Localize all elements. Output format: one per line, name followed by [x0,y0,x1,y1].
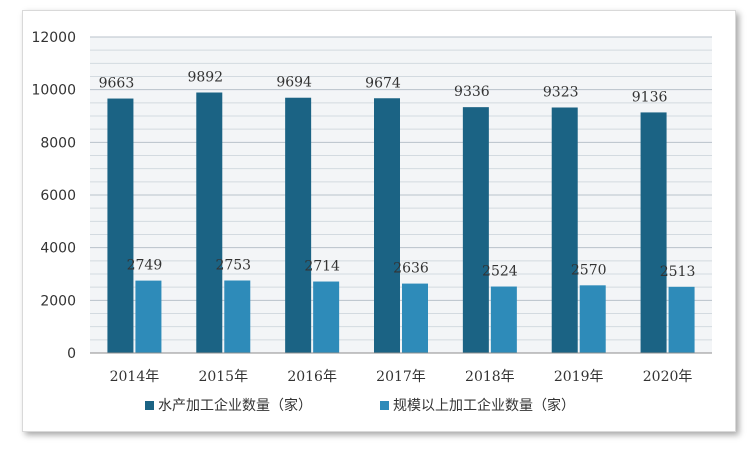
x-tick-label: 2017年 [376,369,426,385]
x-tick-label: 2014年 [110,369,160,385]
bar-series-1 [107,98,134,353]
bar-series-2 [402,283,428,353]
bar-series-1 [374,98,400,353]
data-label: 2749 [127,258,163,274]
x-tick-label: 2019年 [554,369,604,385]
legend-swatch-1 [145,401,154,410]
x-tick-label: 2016年 [287,369,337,385]
y-tick-label: 0 [67,346,76,362]
legend-label-2: 规模以上加工企业数量（家） [393,397,575,414]
x-tick-label: 2018年 [465,369,515,385]
data-label: 9323 [543,84,579,100]
x-tick-label: 2015年 [198,369,248,385]
bar-series-1 [196,92,223,353]
bar-series-2 [490,286,517,353]
bar-series-2 [579,285,606,353]
data-label: 2513 [660,264,696,280]
y-tick-label: 6000 [40,188,76,204]
data-label: 2524 [482,264,518,280]
x-tick-label: 2020年 [643,369,693,385]
bar-series-1 [640,112,667,353]
data-label: 9663 [99,76,135,92]
y-tick-label: 8000 [40,135,76,151]
bar-series-1 [285,97,312,353]
y-tick-label: 10000 [31,83,76,99]
y-tick-label: 12000 [31,30,76,46]
y-tick-label: 2000 [40,293,76,309]
data-label: 9336 [454,84,490,100]
data-label: 9674 [365,75,401,91]
bar-series-1 [551,107,578,354]
bar-series-2 [313,281,340,353]
bar-series-1 [462,107,489,353]
data-label: 9136 [632,89,668,105]
legend-swatch-2 [380,401,389,410]
bar-series-2 [135,280,162,353]
data-label: 9694 [276,75,312,91]
bar-series-2 [668,286,695,353]
data-label: 2753 [215,258,251,274]
bar-series-2 [224,280,251,353]
data-label: 2570 [571,262,607,278]
data-label: 9892 [187,70,223,86]
legend-label-1: 水产加工企业数量（家） [158,397,312,414]
y-tick-label: 4000 [40,241,76,257]
data-label: 2636 [393,261,429,277]
data-label: 2714 [304,259,340,275]
